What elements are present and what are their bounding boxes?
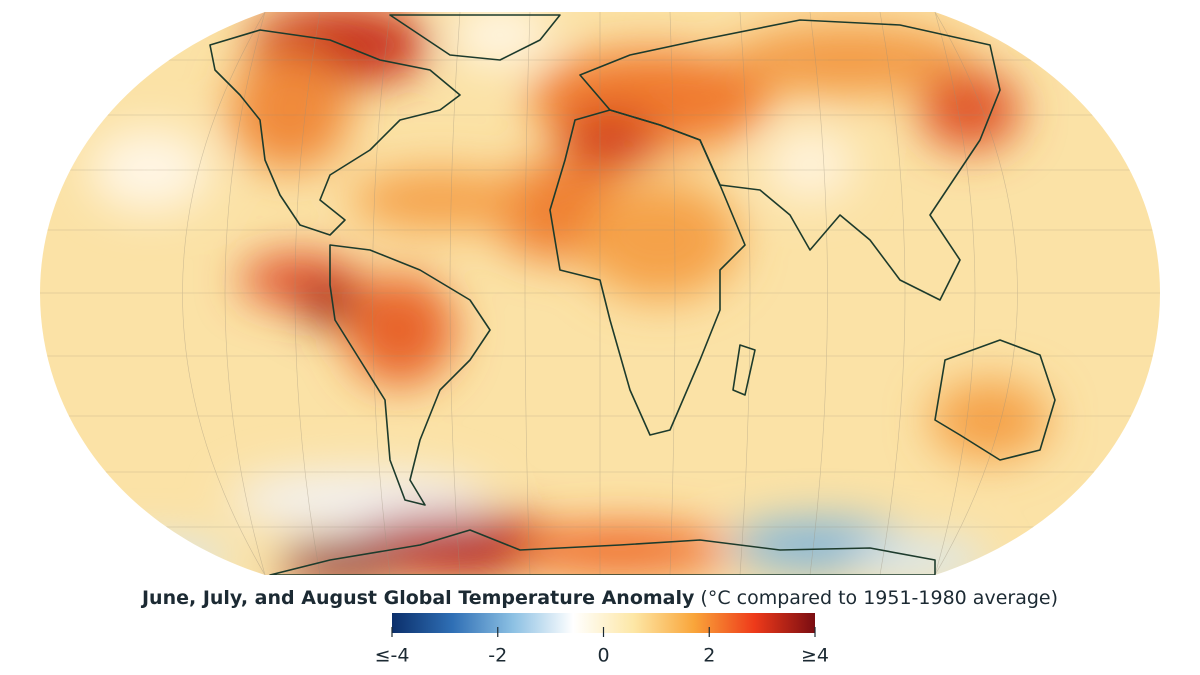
colorbar-tick-label: ≤-4	[375, 645, 410, 667]
colorbar-tick-label: -2	[488, 645, 507, 667]
anomaly-field	[70, 12, 1050, 575]
graticule	[40, 12, 1160, 575]
colorbar-tick-label: ≥4	[801, 645, 829, 667]
map-title: June, July, and August Global Temperatur…	[140, 587, 1058, 609]
colorbar-tick-label: 2	[703, 645, 715, 667]
map-area	[40, 12, 1160, 575]
title: June, July, and August Global Temperatur…	[140, 587, 695, 609]
colorbar-ticks: ≤-4 -2 0 2 ≥4	[375, 627, 829, 667]
coastlines	[209, 14, 1056, 575]
colorbar-tick-label: 0	[597, 645, 609, 667]
subtitle: (°C compared to 1951-1980 average)	[700, 587, 1058, 609]
